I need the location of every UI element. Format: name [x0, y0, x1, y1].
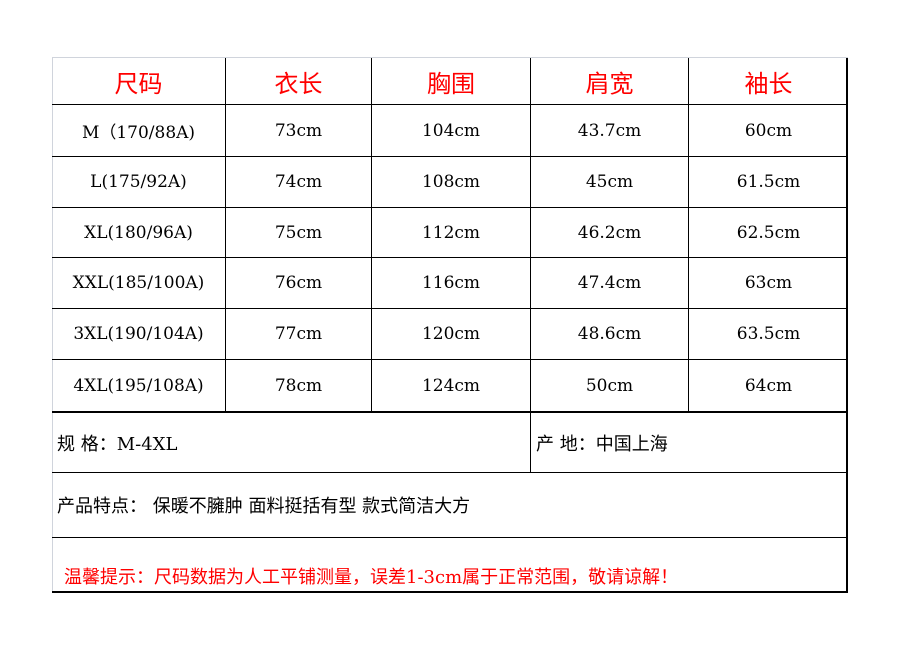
- header-shoulder: 肩宽: [531, 58, 689, 104]
- cell-length: 75cm: [226, 208, 372, 257]
- header-chest: 胸围: [372, 58, 531, 104]
- cell-length: 76cm: [226, 258, 372, 308]
- table-row: L(175/92A) 74cm 108cm 45cm 61.5cm: [52, 157, 848, 208]
- spec-cell: 规 格：M-4XL: [52, 413, 531, 472]
- cell-shoulder: 46.2cm: [531, 208, 689, 257]
- cell-shoulder: 50cm: [531, 360, 689, 411]
- cell-shoulder: 48.6cm: [531, 309, 689, 359]
- cell-chest: 120cm: [372, 309, 531, 359]
- cell-sleeve: 61.5cm: [736, 172, 801, 192]
- cell-sleeve: 62.5cm: [736, 222, 801, 243]
- features-row: 产品特点： 保暖不臃肿 面料挺括有型 款式简洁大方: [52, 473, 848, 538]
- cell-size: 4XL(195/108A): [52, 360, 226, 411]
- cell-size: 3XL(190/104A): [52, 309, 226, 359]
- cell-shoulder: 47.4cm: [531, 258, 689, 308]
- warning-row: 温馨提示：尺码数据为人工平铺测量，误差1-3cm属于正常范围，敬请谅解！: [52, 538, 848, 593]
- cell-shoulder: 45cm: [531, 157, 689, 207]
- table-row: XXL(185/100A) 76cm 116cm 47.4cm 63cm: [52, 258, 848, 309]
- table-row: 3XL(190/104A) 77cm 120cm 48.6cm 63.5cm: [52, 309, 848, 360]
- cell-length: 77cm: [226, 309, 372, 359]
- cell-size: L(175/92A): [52, 157, 226, 207]
- table-left-border: [52, 57, 53, 592]
- table-right-border: [846, 58, 848, 593]
- warning-cell: 温馨提示：尺码数据为人工平铺测量，误差1-3cm属于正常范围，敬请谅解！: [64, 567, 679, 588]
- cell-size: M（170/88A): [52, 105, 226, 156]
- cell-length: 73cm: [226, 105, 372, 156]
- table-row: 4XL(195/108A) 78cm 124cm 50cm 64cm: [52, 360, 848, 411]
- table-row: XL(180/96A) 75cm 112cm 46.2cm 62.5cm: [52, 208, 848, 258]
- header-row: 尺码 衣长 胸围 肩宽 袖长: [52, 58, 848, 105]
- header-length: 衣长: [226, 58, 372, 104]
- cell-length: 74cm: [226, 157, 372, 207]
- origin-cell: 产 地：中国上海: [536, 433, 668, 455]
- cell-chest: 124cm: [372, 360, 531, 411]
- features-cell: 产品特点： 保暖不臃肿 面料挺括有型 款式简洁大方: [57, 496, 471, 517]
- header-sleeve: 袖长: [744, 69, 793, 98]
- spec-row: 规 格：M-4XL 产 地：中国上海: [52, 411, 848, 473]
- cell-size: XL(180/96A): [52, 208, 226, 257]
- cell-chest: 116cm: [372, 258, 531, 308]
- table-row: M（170/88A) 73cm 104cm 43.7cm 60cm: [52, 105, 848, 157]
- header-size: 尺码: [52, 58, 226, 104]
- cell-length: 78cm: [226, 360, 372, 411]
- table-top-border: [52, 57, 848, 58]
- cell-sleeve: 64cm: [744, 375, 793, 396]
- cell-sleeve: 60cm: [744, 120, 793, 141]
- cell-sleeve: 63cm: [744, 273, 793, 293]
- cell-chest: 104cm: [372, 105, 531, 156]
- cell-chest: 112cm: [372, 208, 531, 257]
- cell-shoulder: 43.7cm: [531, 105, 689, 156]
- cell-sleeve: 63.5cm: [736, 324, 801, 344]
- cell-chest: 108cm: [372, 157, 531, 207]
- cell-size: XXL(185/100A): [52, 258, 226, 308]
